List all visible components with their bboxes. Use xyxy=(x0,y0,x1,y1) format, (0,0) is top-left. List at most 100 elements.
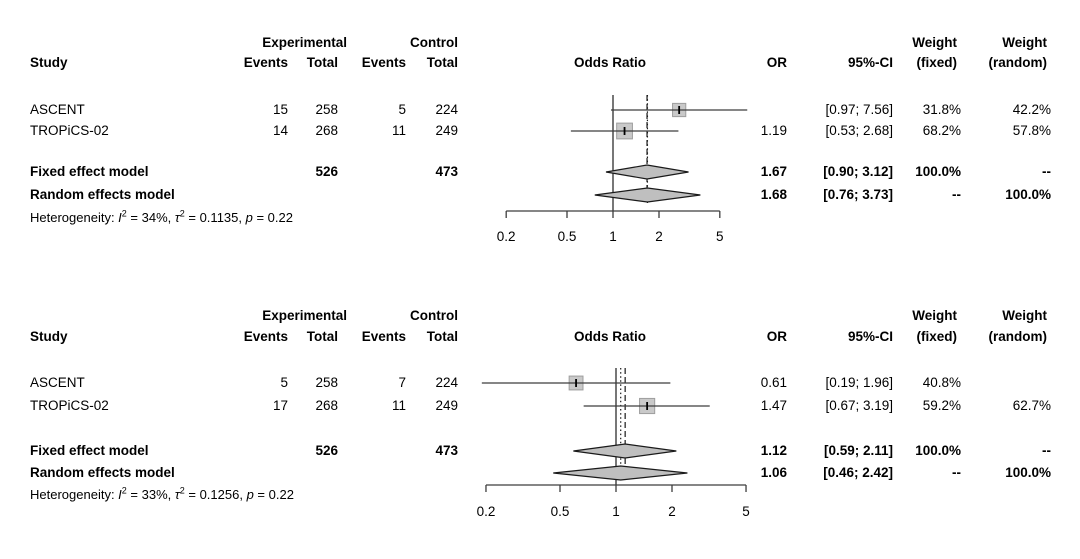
header-weight-random-2: (random) xyxy=(988,329,1048,344)
heterogeneity-text: Heterogeneity: I2 = 33%, τ2 = 0.1256, p … xyxy=(30,485,294,503)
fixed-ci: [0.59; 2.11] xyxy=(823,443,893,458)
axis-tick-label: 0.5 xyxy=(550,504,570,519)
cell-or: 1.19 xyxy=(760,123,787,138)
cell-or: 0.61 xyxy=(760,375,787,390)
heterogeneity-segment: I xyxy=(118,210,122,225)
header-weight-fixed-2: (fixed) xyxy=(916,55,958,70)
header-ctrl-events: Events xyxy=(361,329,406,344)
cell-ci: [0.67; 3.19] xyxy=(825,398,893,413)
heterogeneity-segment: p xyxy=(246,487,254,502)
header-weight-random-1: Weight xyxy=(1002,308,1047,323)
random-model-label: Random effects model xyxy=(30,465,175,480)
heterogeneity-segment: 2 xyxy=(179,208,185,219)
header-ctrl-total: Total xyxy=(426,329,458,344)
heterogeneity-segment: 2 xyxy=(121,485,127,496)
axis-tick-label: 0.2 xyxy=(496,229,516,244)
cell-or: 1.47 xyxy=(760,398,787,413)
header-experimental: Experimental xyxy=(262,308,347,323)
header-exp-total: Total xyxy=(306,329,338,344)
heterogeneity-segment: Heterogeneity: xyxy=(30,210,119,225)
cell-ctrl-total: 249 xyxy=(435,398,458,413)
axis-tick-label: 5 xyxy=(742,504,750,519)
study-name: ASCENT xyxy=(30,102,85,117)
heterogeneity-segment: 2 xyxy=(179,485,185,496)
heterogeneity-segment: = 34%, xyxy=(126,210,175,225)
heterogeneity-segment: = 33%, xyxy=(126,487,175,502)
fixed-exp-total: 526 xyxy=(315,443,338,458)
cell-weight-random: 42.2% xyxy=(1012,102,1051,117)
header-control: Control xyxy=(410,308,458,323)
header-exp-total: Total xyxy=(306,55,338,70)
random-weight-fixed: -- xyxy=(952,187,961,202)
study-name: ASCENT xyxy=(30,375,85,390)
header-or: OR xyxy=(766,329,787,344)
study-name: TROPiCS-02 xyxy=(30,123,109,138)
random-ci: [0.76; 3.73] xyxy=(823,187,893,202)
cell-ci: [0.19; 1.96] xyxy=(825,375,893,390)
fixed-weight-fixed: 100.0% xyxy=(915,443,961,458)
axis-tick-label: 2 xyxy=(668,504,676,519)
diamond-random xyxy=(594,187,701,203)
fixed-ctrl-total: 473 xyxy=(435,443,458,458)
header-weight-fixed-1: Weight xyxy=(912,308,957,323)
random-weight-random: 100.0% xyxy=(1005,187,1051,202)
heterogeneity-segment: τ xyxy=(174,210,180,225)
fixed-or: 1.67 xyxy=(760,164,787,179)
cell-exp-total: 268 xyxy=(315,123,338,138)
cell-ci: [0.97; 7.56] xyxy=(825,102,893,117)
header-exp-events: Events xyxy=(243,329,288,344)
fixed-model-label: Fixed effect model xyxy=(30,443,149,458)
cell-ctrl-events: 11 xyxy=(391,123,406,138)
fixed-weight-random: -- xyxy=(1042,164,1051,179)
cell-exp-events: 14 xyxy=(272,123,288,138)
axis-tick-label: 1 xyxy=(612,504,620,519)
heterogeneity-segment: p xyxy=(245,210,253,225)
axis-tick-label: 2 xyxy=(655,229,663,244)
diamond-fixed xyxy=(605,164,689,180)
diamond-random xyxy=(553,465,688,481)
cell-ctrl-total: 249 xyxy=(435,123,458,138)
header-weight-fixed-1: Weight xyxy=(912,35,957,50)
cell-weight-fixed: 40.8% xyxy=(922,375,961,390)
fixed-ctrl-total: 473 xyxy=(435,164,458,179)
header-ci: 95%-CI xyxy=(847,55,893,70)
cell-ctrl-events: 5 xyxy=(398,102,406,117)
header-weight-random-2: (random) xyxy=(988,55,1048,70)
axis-tick-label: 1 xyxy=(609,229,617,244)
heterogeneity-segment: = 0.22 xyxy=(253,487,294,502)
header-ctrl-total: Total xyxy=(426,55,458,70)
header-weight-random-1: Weight xyxy=(1002,35,1047,50)
random-or: 1.68 xyxy=(760,187,787,202)
random-ci: [0.46; 2.42] xyxy=(823,465,893,480)
cell-weight-random: 57.8% xyxy=(1012,123,1051,138)
axis-tick-label: 0.5 xyxy=(557,229,577,244)
cell-exp-events: 15 xyxy=(272,102,288,117)
cell-ctrl-events: 7 xyxy=(398,375,406,390)
header-odds-ratio: Odds Ratio xyxy=(573,329,647,344)
fixed-or: 1.12 xyxy=(760,443,787,458)
random-or: 1.06 xyxy=(760,465,787,480)
header-exp-events: Events xyxy=(243,55,288,70)
fixed-model-label: Fixed effect model xyxy=(30,164,149,179)
cell-weight-fixed: 59.2% xyxy=(922,398,961,413)
cell-exp-total: 268 xyxy=(315,398,338,413)
header-control: Control xyxy=(410,35,458,50)
axis-tick-label: 5 xyxy=(716,229,724,244)
cell-exp-events: 5 xyxy=(280,375,288,390)
fixed-weight-fixed: 100.0% xyxy=(915,164,961,179)
cell-ci: [0.53; 2.68] xyxy=(825,123,893,138)
cell-exp-total: 258 xyxy=(315,102,338,117)
random-weight-fixed: -- xyxy=(952,465,961,480)
cell-exp-total: 258 xyxy=(315,375,338,390)
cell-weight-fixed: 31.8% xyxy=(922,102,961,117)
heterogeneity-segment: I xyxy=(118,487,122,502)
fixed-exp-total: 526 xyxy=(315,164,338,179)
heterogeneity-segment: = 0.1135, xyxy=(184,210,246,225)
axis-tick-label: 0.2 xyxy=(476,504,496,519)
random-model-label: Random effects model xyxy=(30,187,175,202)
diamond-fixed xyxy=(573,443,677,459)
heterogeneity-segment: Heterogeneity: xyxy=(30,487,119,502)
header-ctrl-events: Events xyxy=(361,55,406,70)
